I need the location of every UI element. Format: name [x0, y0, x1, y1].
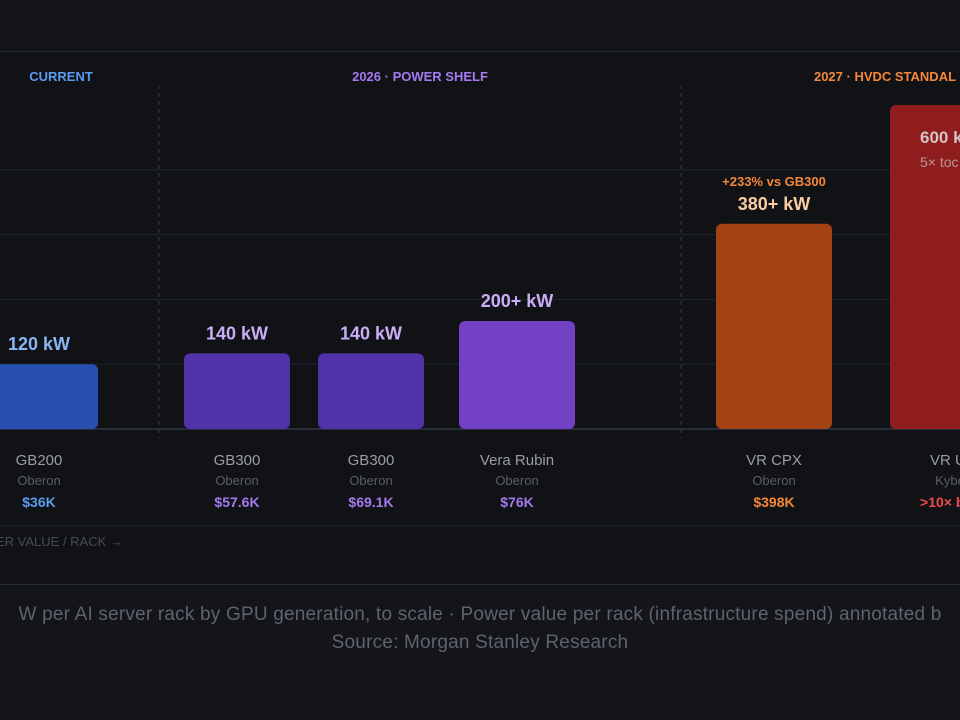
bar: [0, 364, 98, 429]
category-label: GB300: [348, 452, 395, 469]
category-label: VR CPX: [746, 452, 802, 469]
top-bar: [0, 0, 960, 50]
power-value-label: >10× bas: [920, 494, 960, 510]
bar-value-label: 380+ kW: [738, 194, 811, 214]
bar-value-label: 200+ kW: [481, 291, 554, 311]
category-label: GB300: [214, 452, 261, 469]
chart-svg: CURRENT 2026 · POWER SHELF 2027 · HVDC STA…: [0, 69, 960, 549]
bar: [890, 105, 960, 429]
power-value-label: $36K: [22, 494, 55, 510]
power-value-label: $76K: [500, 494, 533, 510]
platform-label: Oberon: [17, 473, 60, 488]
bar-annotation: +233% vs GB300: [722, 174, 826, 189]
chart-panel: CURRENT 2026 · POWER SHELF 2027 · HVDC STA…: [0, 51, 960, 585]
platform-label: Oberon: [495, 473, 538, 488]
bar: [459, 321, 575, 429]
group-header: CURRENT: [29, 69, 93, 84]
bar-value-label: 140 kW: [340, 323, 402, 343]
power-value-label: $69.1K: [348, 494, 393, 510]
category-label: VR UI: [930, 452, 960, 469]
bar-value-label: 140 kW: [206, 323, 268, 343]
bar-value-label: 600 k: [920, 128, 960, 147]
power-value-label: $57.6K: [214, 494, 259, 510]
platform-label: Oberon: [349, 473, 392, 488]
chart-source: Source: Morgan Stanley Research: [331, 632, 629, 653]
category-label: GB200: [16, 452, 63, 469]
bar: [716, 223, 832, 429]
bar: [318, 353, 424, 429]
platform-label: Oberon: [215, 473, 258, 488]
chart-caption: W per AI server rack by GPU generation, …: [18, 604, 942, 625]
category-label: Vera Rubin: [480, 452, 554, 469]
platform-label: Oberon: [752, 473, 795, 488]
bar: [184, 353, 290, 429]
platform-label: Kybe: [935, 473, 960, 488]
bar-sublabel: 5× toc: [920, 154, 959, 170]
bar-value-label: 120 kW: [8, 334, 70, 354]
group-header: 2027 · HVDC STANDAL: [814, 69, 956, 84]
power-value-label: $398K: [753, 494, 794, 510]
x-axis-note: ER VALUE / RACK →: [0, 534, 123, 549]
group-header: 2026 · POWER SHELF: [352, 69, 488, 84]
